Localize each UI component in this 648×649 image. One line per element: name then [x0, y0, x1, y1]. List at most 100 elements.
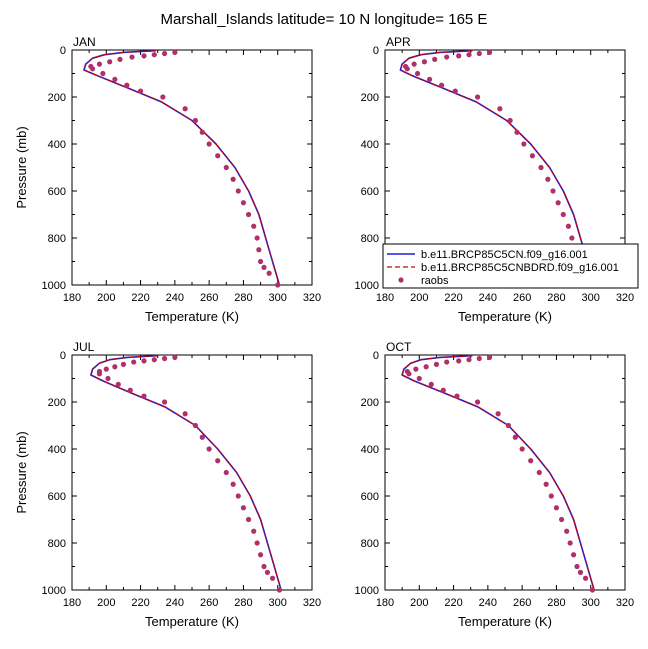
y-axis-label: Pressure (mb) [14, 431, 29, 513]
raobs-point [275, 282, 281, 288]
x-tick-label: 240 [166, 597, 184, 609]
raobs-point [567, 540, 573, 546]
series-line-cnbdrd [399, 50, 595, 286]
raobs-point [112, 364, 118, 370]
raobs-point [545, 176, 551, 182]
raobs-point [456, 53, 462, 59]
y-tick-label: 800 [361, 538, 379, 550]
legend-label: raobs [421, 275, 449, 287]
y-tick-label: 200 [361, 397, 379, 409]
panel-oct: OCT 180 200 220 240 260 280 300 320 0 200 400 600 800… [355, 340, 635, 629]
x-tick-label: 280 [234, 292, 252, 304]
x-tick-label: 180 [376, 292, 394, 304]
raobs-point [413, 366, 419, 372]
x-tick-label: 280 [547, 597, 565, 609]
figure-title: Marshall_Islands latitude= 10 N longitud… [161, 11, 488, 28]
x-tick-label: 180 [63, 597, 81, 609]
raobs-point [192, 117, 199, 124]
raobs-point [543, 481, 549, 487]
raobs-point [103, 366, 109, 372]
raobs-point [105, 375, 111, 382]
raobs-point [141, 393, 147, 399]
raobs-point [497, 106, 503, 112]
y-tick-label: 200 [361, 92, 379, 104]
y-tick-label: 800 [48, 538, 66, 550]
raobs-point [124, 82, 130, 88]
raobs-point [426, 76, 433, 82]
raobs-point [416, 375, 422, 382]
raobs-point [245, 211, 252, 218]
legend-label: b.e11.BRCP85C5CN.f09_g16.001 [421, 249, 588, 261]
raobs-point [582, 575, 589, 581]
raobs-point [466, 357, 472, 363]
raobs-point [565, 223, 572, 229]
panel-label: JAN [73, 35, 96, 49]
panel-jan: JAN 180 200 220 240 260 280 300 320 0 200 400 600 800… [14, 35, 321, 324]
x-tick-label: 300 [269, 292, 287, 304]
raobs-point [564, 528, 570, 534]
x-axis-label: Temperature (K) [145, 614, 239, 629]
raobs-point [254, 235, 260, 241]
raobs-point [131, 359, 137, 365]
raobs-point [182, 106, 188, 112]
raobs-point [100, 70, 106, 77]
legend-dot [398, 277, 404, 283]
x-tick-label: 180 [376, 597, 394, 609]
x-tick-label: 300 [269, 597, 287, 609]
plot-frame [71, 354, 313, 591]
raobs-point [476, 50, 482, 57]
x-tick-label: 220 [444, 292, 462, 304]
raobs-point [215, 458, 221, 464]
raobs-point [261, 563, 267, 570]
y-tick-label: 600 [361, 491, 379, 503]
raobs-point [115, 381, 121, 387]
legend-label: b.e11.BRCP85C5CNBDRD.f09_g16.001 [421, 262, 619, 274]
x-tick-label: 220 [131, 597, 149, 609]
raobs-point [553, 505, 560, 511]
raobs-point [519, 446, 525, 452]
raobs-point [569, 235, 575, 241]
x-tick-label: 220 [444, 597, 462, 609]
raobs-point [264, 569, 271, 575]
raobs-point [254, 540, 260, 546]
raobs-point [199, 434, 205, 440]
series-line-cn [401, 354, 595, 591]
x-tick-label: 300 [582, 292, 600, 304]
raobs-point [141, 358, 147, 364]
raobs-point [438, 82, 445, 88]
x-tick-label: 300 [582, 597, 600, 609]
plot-frame [71, 49, 313, 286]
raobs-point [89, 66, 96, 72]
raobs-point [276, 587, 283, 593]
raobs-point [161, 399, 168, 405]
y-tick-label: 200 [48, 92, 66, 104]
raobs-point [141, 53, 147, 59]
series-line-cnbdrd [401, 355, 595, 591]
x-tick-label: 320 [616, 597, 634, 609]
raobs-point [550, 188, 556, 194]
raobs-point [223, 469, 229, 476]
raobs-point [452, 88, 458, 94]
raobs-point [230, 176, 236, 182]
raobs-point [444, 54, 450, 60]
raobs-point [206, 141, 212, 147]
y-tick-label: 400 [48, 139, 66, 151]
raobs-point [172, 49, 178, 55]
raobs-point [454, 393, 460, 399]
x-tick-label: 320 [616, 292, 634, 304]
raobs-point [486, 354, 493, 360]
raobs-point [240, 505, 247, 511]
y-tick-label: 600 [48, 186, 66, 198]
x-tick-label: 280 [234, 597, 252, 609]
raobs-point [151, 52, 157, 58]
raobs-point [257, 552, 264, 558]
raobs-point [127, 387, 133, 393]
legend-entry: b.e11.BRCP85C5CN.f09_g16.001 [387, 249, 588, 261]
raobs-point [486, 49, 493, 55]
series-line-cnbdrd [90, 355, 282, 591]
x-tick-label: 180 [63, 292, 81, 304]
raobs-point [476, 355, 482, 362]
raobs-point [160, 94, 166, 100]
y-tick-label: 800 [48, 233, 66, 245]
series-raobs [96, 354, 283, 593]
